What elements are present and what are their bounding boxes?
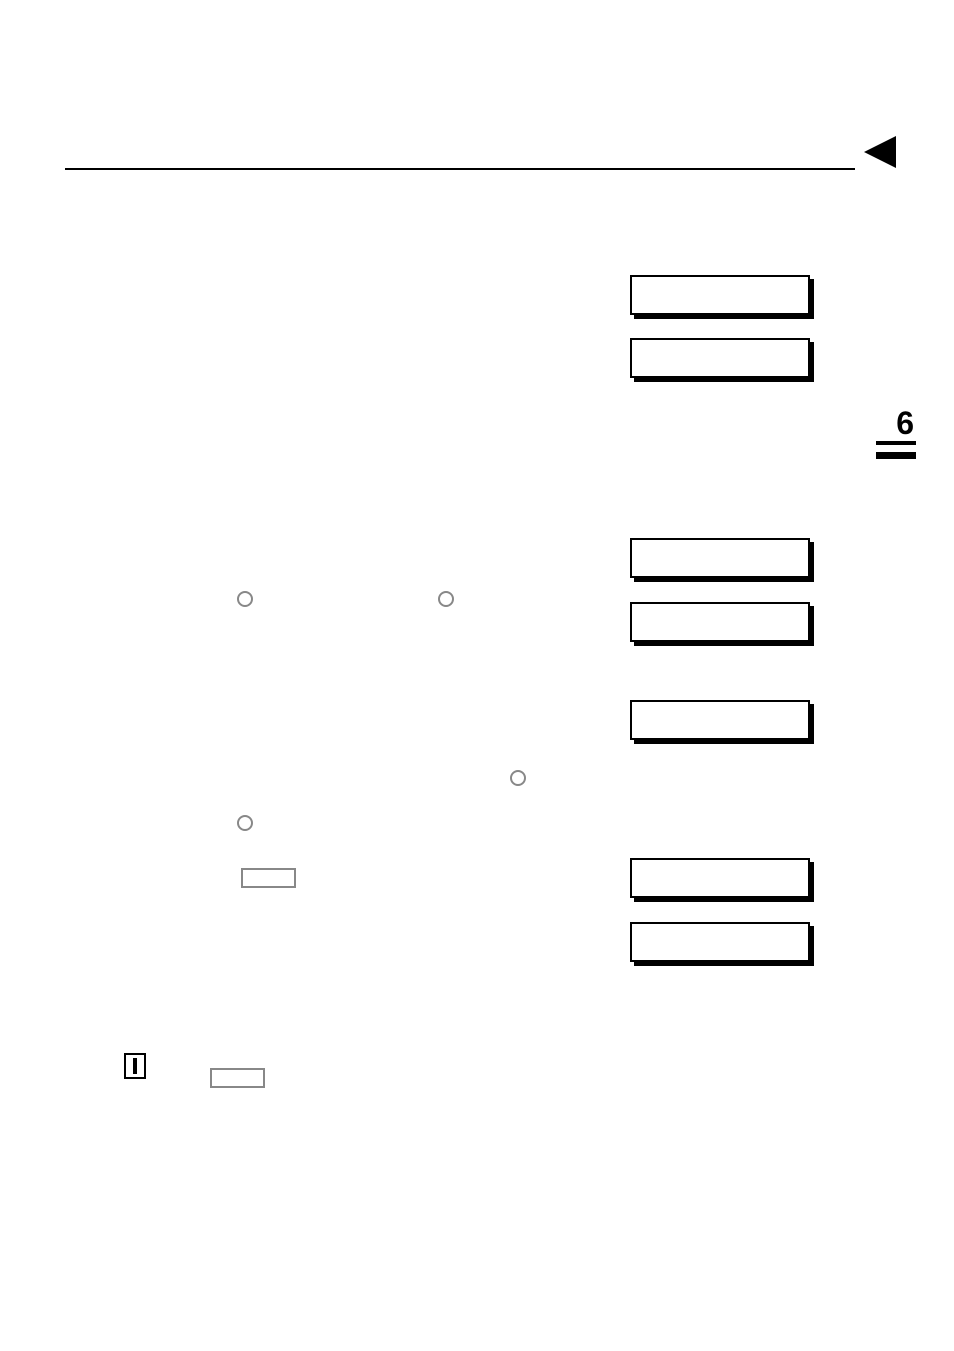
bullet-circle-icon	[237, 591, 253, 607]
callout-box	[630, 338, 810, 378]
inline-key-box	[210, 1068, 265, 1088]
warning-icon	[124, 1053, 146, 1079]
bullet-circle-icon	[510, 770, 526, 786]
callout-box	[630, 275, 810, 315]
callout-box	[630, 602, 810, 642]
section-underline-thick	[876, 441, 916, 445]
callout-box	[630, 700, 810, 740]
bullet-circle-icon	[438, 591, 454, 607]
callout-box	[630, 538, 810, 578]
section-number: 6	[896, 405, 914, 442]
header-divider	[65, 168, 855, 170]
document-page: 6	[0, 0, 954, 1351]
callout-box	[630, 858, 810, 898]
bullet-circle-icon	[237, 815, 253, 831]
section-underline-thin	[876, 452, 916, 459]
exclamation-dot-icon	[133, 1070, 137, 1074]
inline-key-box	[241, 868, 296, 888]
callout-box	[630, 922, 810, 962]
exclamation-stem-icon	[133, 1058, 137, 1070]
header-back-triangle-icon	[864, 136, 896, 168]
